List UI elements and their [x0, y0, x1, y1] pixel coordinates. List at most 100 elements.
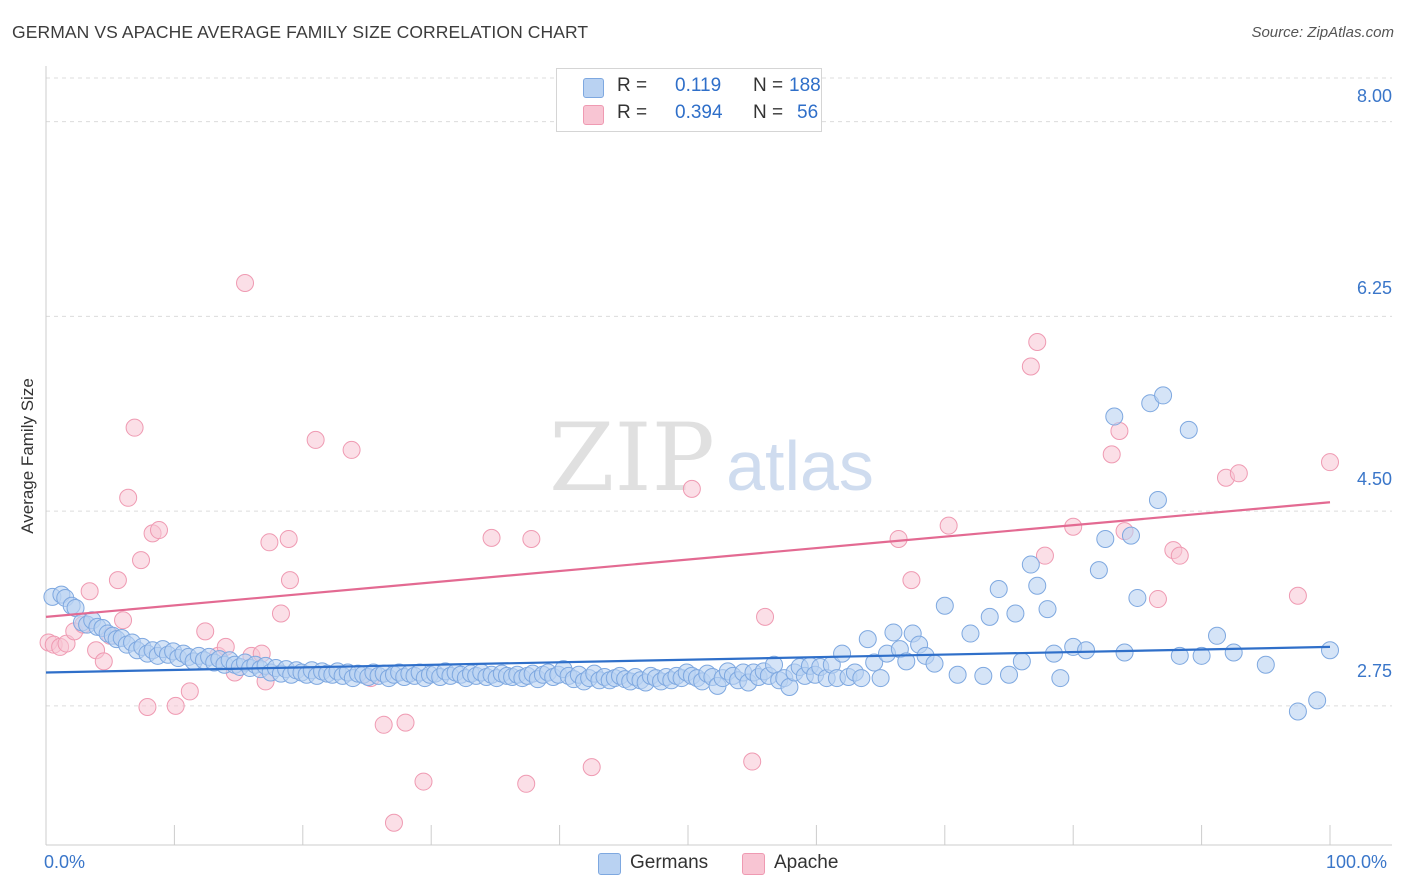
german-point	[974, 666, 993, 685]
apache-point	[482, 528, 501, 547]
apache-point	[149, 521, 168, 540]
stats-legend: R = 0.119 N = 188 R = 0.394 N = 56	[556, 68, 822, 132]
german-point	[1105, 407, 1124, 426]
apache-point	[1148, 590, 1167, 609]
apache-point	[342, 440, 361, 459]
watermark: ZIP atlas	[549, 404, 874, 513]
german-point	[865, 653, 884, 672]
german-point	[1115, 643, 1134, 662]
apache-point	[1321, 453, 1339, 472]
apache-points	[39, 274, 1339, 832]
apache-swatch	[583, 105, 604, 125]
apache-point	[125, 418, 144, 437]
apache-point	[236, 274, 255, 293]
apache-point	[1102, 445, 1121, 464]
source-label: Source: ZipAtlas.com	[1251, 24, 1394, 41]
german-point	[925, 654, 944, 673]
german-point	[884, 623, 903, 642]
german-point	[989, 580, 1008, 599]
german-point	[935, 596, 954, 615]
german-point	[1321, 641, 1339, 660]
germans-trend-line	[45, 645, 1331, 674]
german-point	[1256, 655, 1275, 674]
apache-point	[756, 607, 775, 626]
apache-point	[180, 682, 199, 701]
legend-label: Germans	[630, 852, 709, 873]
german-point	[1148, 491, 1167, 510]
apache-point	[119, 488, 138, 507]
german-point	[948, 665, 967, 684]
german-point	[833, 644, 852, 663]
apache-point	[682, 479, 701, 498]
german-point	[1179, 420, 1198, 439]
apache-point	[396, 713, 415, 732]
y-axis-label: Average Family Size	[18, 378, 37, 534]
apache-point	[939, 516, 958, 535]
apache-point	[1021, 357, 1040, 376]
n-label: N =	[753, 102, 784, 123]
apache-point	[108, 571, 127, 590]
apache-point	[889, 529, 908, 548]
apache-point	[522, 529, 541, 548]
legend-label: Apache	[774, 852, 839, 873]
german-point	[1224, 643, 1243, 662]
n-label: N =	[753, 75, 784, 96]
apache-trend-line	[45, 501, 1331, 618]
german-point	[1021, 555, 1040, 574]
german-point	[1051, 669, 1070, 688]
axes	[45, 66, 1392, 846]
german-point	[1208, 626, 1227, 645]
y-tick-label: 4.50	[1356, 469, 1392, 489]
apache-point	[271, 604, 290, 623]
german-point	[1128, 588, 1147, 607]
apache-point	[517, 774, 536, 793]
y-tick-label: 8.00	[1356, 86, 1392, 106]
german-point	[1028, 576, 1047, 595]
apache-point	[384, 813, 403, 832]
germans-points	[43, 386, 1339, 721]
german-point	[1192, 646, 1211, 665]
german-point	[858, 630, 877, 649]
apache-point	[306, 430, 325, 449]
german-point	[961, 624, 980, 643]
apache-point	[80, 582, 99, 601]
r-label: R =	[617, 102, 648, 123]
watermark-atlas: atlas	[726, 427, 874, 505]
apache-point	[166, 696, 185, 715]
y-tick-label: 2.75	[1356, 661, 1392, 681]
gridlines	[46, 77, 1392, 707]
apache-point	[94, 652, 113, 671]
german-point	[852, 669, 871, 688]
n-value: 188	[789, 75, 821, 96]
apache-point	[1028, 332, 1047, 351]
n-value: 56	[797, 102, 819, 123]
german-point	[1121, 526, 1140, 545]
x-tick-label-max: 100.0%	[1326, 852, 1388, 872]
apache-point	[279, 529, 298, 548]
x-tick-label-min: 0.0%	[44, 852, 86, 872]
apache-point	[414, 772, 433, 791]
y-tick-label: 6.25	[1356, 278, 1392, 298]
apache-point	[1035, 546, 1054, 565]
apache-point	[1288, 586, 1307, 605]
apache-legend-swatch	[742, 853, 765, 875]
german-point	[1077, 641, 1096, 660]
german-point	[1096, 529, 1115, 548]
apache-point	[582, 758, 601, 777]
r-value: 0.394	[675, 102, 723, 123]
apache-point	[374, 715, 393, 734]
german-point	[871, 669, 890, 688]
apache-point	[138, 698, 157, 717]
trend-lines	[45, 501, 1331, 674]
german-point	[980, 607, 999, 626]
german-point	[1038, 600, 1057, 619]
german-point	[1000, 665, 1018, 684]
r-label: R =	[617, 75, 648, 96]
apache-point	[132, 551, 151, 570]
apache-point	[196, 622, 215, 641]
germans-swatch	[583, 78, 604, 98]
apache-point	[114, 611, 133, 630]
german-point	[1308, 691, 1327, 710]
german-point	[1154, 386, 1173, 405]
